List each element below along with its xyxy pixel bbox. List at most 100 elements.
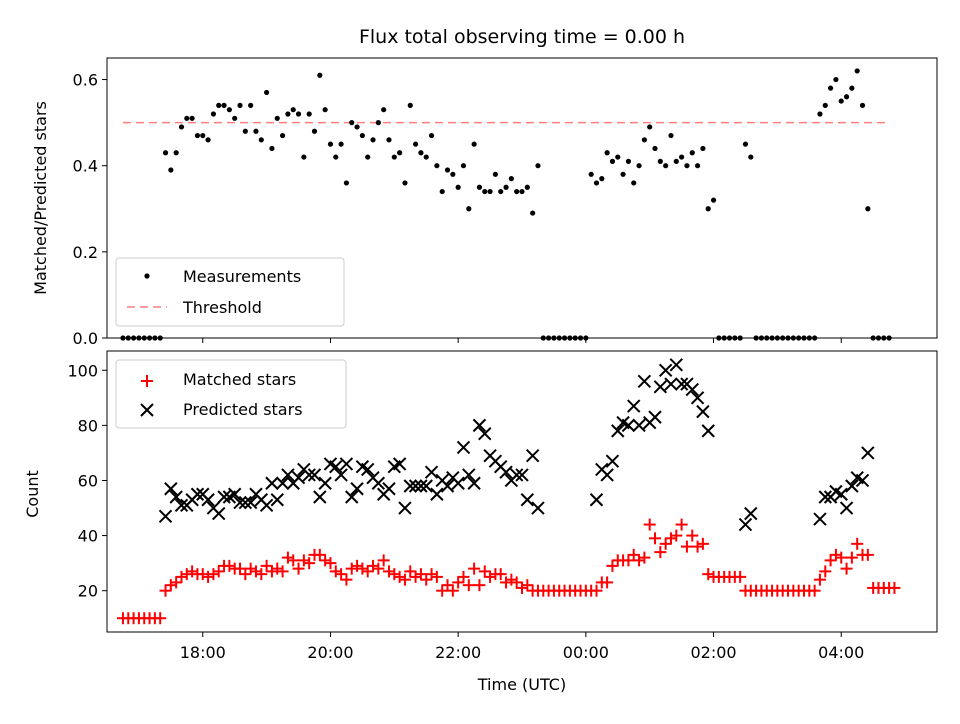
- predicted-point: [648, 410, 662, 424]
- measurement-point: [120, 335, 126, 341]
- matched-point: [606, 559, 619, 572]
- predicted-point: [227, 487, 242, 501]
- predicted-point: [318, 476, 332, 490]
- matched-point: [505, 573, 518, 586]
- predicted-point: [243, 495, 258, 510]
- ratio-ylabel: Matched/Predicted stars: [31, 101, 50, 295]
- measurement-point: [503, 184, 509, 190]
- measurement-point: [769, 335, 775, 341]
- measurement-point: [843, 94, 850, 100]
- predicted-point: [403, 479, 417, 493]
- predicted-point: [174, 498, 189, 512]
- predicted-point: [382, 482, 396, 496]
- measurement-point: [881, 335, 887, 341]
- predicted-point: [855, 473, 870, 488]
- ytick-label: 0.6: [73, 71, 98, 90]
- measurement-point: [248, 102, 254, 108]
- measurement-point: [806, 335, 812, 341]
- matched-point: [510, 576, 523, 589]
- matched-point: [462, 579, 475, 592]
- measurement-point: [487, 188, 493, 195]
- matched-point: [851, 537, 864, 550]
- measurement-point: [854, 68, 860, 74]
- measurement-point: [540, 335, 546, 341]
- predicted-point: [440, 479, 455, 493]
- measurement-point: [205, 137, 211, 143]
- matched-point: [340, 573, 353, 586]
- predicted-point: [669, 358, 684, 372]
- predicted-point: [467, 476, 481, 490]
- measurement-point: [237, 102, 243, 108]
- predicted-point: [621, 418, 636, 433]
- matched-point: [824, 554, 837, 567]
- predicted-point: [478, 426, 492, 441]
- measurement-point: [748, 154, 754, 160]
- measurement-point: [673, 158, 679, 164]
- predicted-point: [456, 440, 471, 455]
- matched-point: [249, 565, 262, 578]
- ytick-label: 100: [67, 361, 98, 380]
- matched-point: [159, 584, 172, 597]
- measurement-point: [253, 128, 259, 134]
- predicted-point: [408, 479, 423, 493]
- predicted-point: [818, 490, 832, 504]
- measurement-point: [476, 184, 483, 190]
- measurement-point: [827, 85, 834, 91]
- predicted-point: [291, 471, 306, 485]
- matched-point: [452, 576, 465, 589]
- predicted-point: [611, 424, 625, 438]
- measurement-point: [397, 150, 403, 156]
- count-xticks: 18:00 20:00 22:00 00:00 02:00 04:00: [180, 632, 864, 662]
- measurement-point: [295, 111, 302, 117]
- predicted-point: [217, 490, 231, 504]
- measurement-point: [354, 124, 360, 130]
- matched-point: [473, 579, 486, 592]
- matched-point: [808, 584, 821, 597]
- measurement-point: [822, 102, 828, 108]
- matched-point: [319, 554, 332, 567]
- measurement-point: [434, 163, 440, 169]
- measurement-point: [349, 120, 355, 126]
- measurement-point: [194, 132, 201, 139]
- matched-point: [297, 554, 310, 567]
- matched-point: [351, 559, 364, 572]
- measurement-point: [652, 145, 658, 152]
- measurement-point: [764, 335, 770, 341]
- measurement-point: [577, 335, 584, 341]
- predicted-point: [627, 399, 641, 413]
- measurement-point: [817, 111, 823, 117]
- predicted-point: [637, 374, 652, 389]
- measurement-point: [258, 137, 264, 143]
- predicted-point: [451, 476, 465, 490]
- measurement-point: [726, 335, 733, 341]
- matched-point: [633, 554, 646, 567]
- measurement-point: [514, 188, 520, 195]
- matched-point: [404, 565, 417, 578]
- measurement-point: [407, 102, 413, 108]
- measurement-point: [391, 154, 397, 160]
- matched-point: [345, 562, 358, 575]
- predicted-point: [158, 509, 173, 524]
- xtick-label: 02:00: [690, 643, 736, 662]
- measurement-point: [450, 171, 456, 177]
- matched-point: [478, 565, 491, 578]
- matched-point: [186, 565, 199, 578]
- measurement-point: [178, 124, 185, 130]
- predicted-point: [233, 495, 247, 510]
- predicted-point: [515, 468, 529, 482]
- matched-point: [154, 612, 167, 625]
- xtick-label: 00:00: [563, 643, 609, 662]
- measurement-point: [375, 120, 381, 126]
- matched-point: [680, 540, 693, 553]
- measurement-point: [306, 111, 312, 117]
- matched-point: [265, 565, 278, 578]
- measurement-point: [758, 335, 765, 341]
- matched-point: [516, 581, 528, 594]
- measurement-point: [498, 188, 504, 195]
- ytick-label: 0.4: [73, 157, 98, 176]
- matched-point: [686, 529, 699, 542]
- predicted-point: [632, 418, 646, 433]
- matched-point: [164, 579, 177, 592]
- predicted-point: [462, 468, 476, 482]
